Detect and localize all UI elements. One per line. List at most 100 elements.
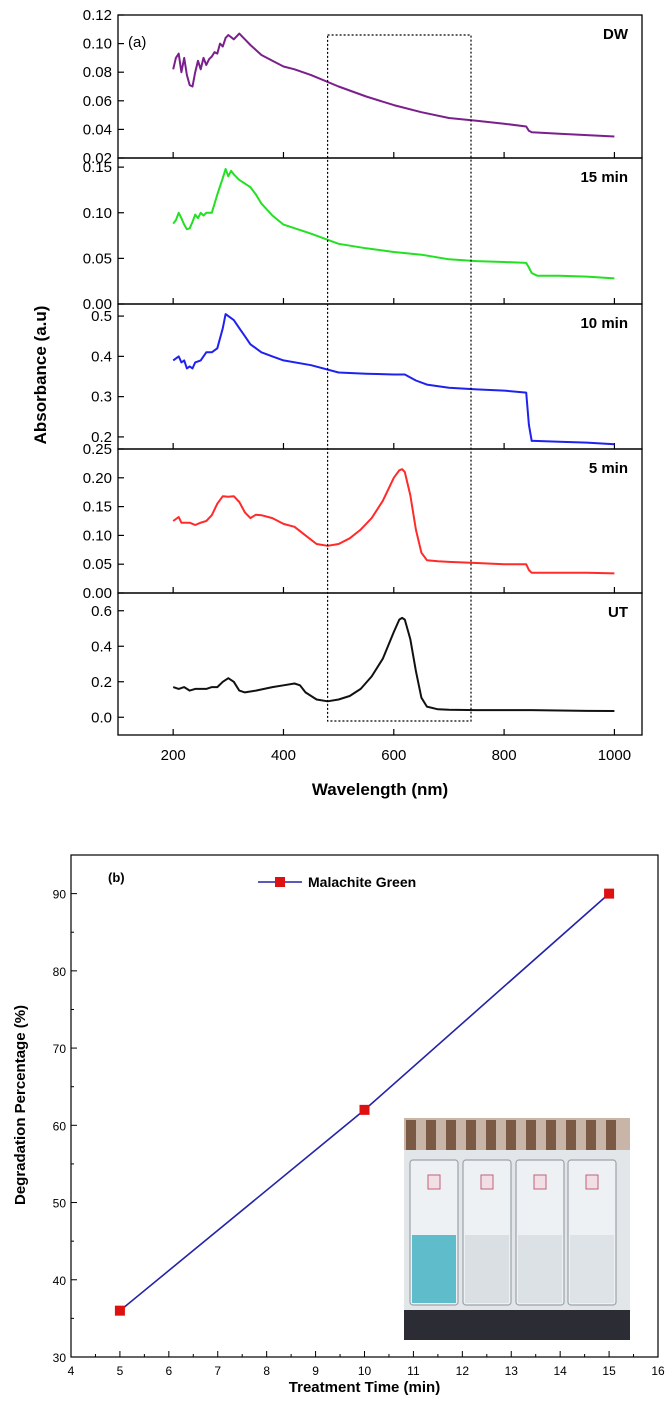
x-axis-label: Wavelength (nm) [312, 780, 448, 799]
y-tick-label: 0.2 [91, 429, 112, 446]
y-tick-label: 0.04 [83, 121, 112, 138]
x-tick-label: 15 [602, 1364, 616, 1378]
beaker-untreated-liquid [412, 1235, 456, 1303]
series-line-5-min [172, 468, 615, 575]
photo-slat [606, 1120, 616, 1150]
photo-slat [486, 1120, 496, 1150]
series-line-10-min [172, 313, 615, 446]
highlight-box [327, 34, 472, 722]
y-tick-label: 80 [53, 965, 67, 979]
photo-slat [546, 1120, 556, 1150]
photo-slat [406, 1120, 416, 1150]
panel-frame-2 [117, 303, 643, 450]
chart-a: 0.02 0.04 0.06 0.08 0.10 0.12 DW 0.00 0.05 0.10 0.… [31, 7, 643, 799]
y-tick-label: 0.15 [83, 499, 112, 516]
series-label: 15 min [580, 169, 628, 186]
beaker-15min-liquid [570, 1235, 614, 1303]
y-tick-label: 0.4 [91, 348, 112, 365]
y-tick-label: 90 [53, 888, 67, 902]
beaker-5min-label-tag [480, 1174, 494, 1190]
x-axis-label: Treatment Time (min) [289, 1379, 440, 1396]
x-tick-label: 200 [161, 747, 186, 764]
y-tick-label: 0.10 [83, 205, 112, 222]
x-tick-label: 13 [505, 1364, 519, 1378]
photo-slat [446, 1120, 456, 1150]
x-tick-label: 10 [358, 1364, 372, 1378]
y-tick-label: 60 [53, 1119, 67, 1133]
y-tick-label: 0.02 [83, 150, 112, 167]
x-tick-label: 400 [271, 747, 296, 764]
panel-frame-4 [117, 592, 643, 736]
data-point [114, 1305, 125, 1316]
photo-slat [506, 1120, 516, 1150]
beaker-untreated-label-tag [427, 1174, 441, 1190]
panel-frame-0 [117, 14, 643, 159]
photo-slat [426, 1120, 436, 1150]
y-tick-label: 0.05 [83, 250, 112, 267]
x-tick-label: 5 [117, 1364, 124, 1378]
photo-slat [586, 1120, 596, 1150]
y-tick-label: 0.08 [83, 64, 112, 81]
beaker-15min-label-tag [585, 1174, 599, 1190]
y-axis-label: Degradation Percentage (%) [12, 1005, 29, 1205]
y-axis-label: Absorbance (a.u) [31, 306, 50, 445]
panel-label: (b) [108, 870, 125, 885]
inset-photo [404, 1118, 630, 1340]
photo-base [404, 1310, 630, 1340]
series-line-15-min [172, 168, 615, 280]
y-tick-label: 40 [53, 1274, 67, 1288]
data-point [359, 1104, 370, 1115]
y-tick-label: 50 [53, 1197, 67, 1211]
x-tick-label: 7 [214, 1364, 221, 1378]
legend-label: Malachite Green [308, 874, 416, 890]
series-label: UT [608, 604, 628, 621]
x-tick-label: 8 [263, 1364, 270, 1378]
data-point [604, 888, 615, 899]
y-tick-label: 0.5 [91, 308, 112, 325]
y-tick-label: 0.2 [91, 674, 112, 691]
y-tick-label: 70 [53, 1042, 67, 1056]
beaker-10min-liquid [518, 1235, 562, 1303]
x-tick-label: 14 [553, 1364, 567, 1378]
x-tick-label: 6 [165, 1364, 172, 1378]
y-tick-label: 0.6 [91, 603, 112, 620]
x-tick-label: 600 [381, 747, 406, 764]
y-tick-label: 30 [53, 1351, 67, 1365]
y-tick-label: 0.00 [83, 585, 112, 602]
series-label: DW [603, 26, 629, 43]
y-tick-label: 0.3 [91, 389, 112, 406]
photo-slat [566, 1120, 576, 1150]
beaker-5min-liquid [465, 1235, 509, 1303]
y-tick-label: 0.4 [91, 638, 112, 655]
x-tick-label: 12 [456, 1364, 470, 1378]
y-tick-label: 0.06 [83, 93, 112, 110]
x-tick-label: 9 [312, 1364, 319, 1378]
panel-frame-3 [117, 448, 643, 594]
series-line-DW [172, 32, 615, 138]
series-line-UT [172, 616, 615, 712]
x-tick-label: 1000 [598, 747, 631, 764]
photo-slat [526, 1120, 536, 1150]
y-tick-label: 0.15 [83, 159, 112, 176]
y-tick-label: 0.20 [83, 470, 112, 487]
panel-label: (a) [128, 34, 146, 51]
y-tick-label: 0.10 [83, 36, 112, 53]
y-tick-label: 0.00 [83, 296, 112, 313]
x-tick-label: 16 [651, 1364, 665, 1378]
x-tick-label: 800 [492, 747, 517, 764]
y-tick-label: 0.25 [83, 441, 112, 458]
series-label: 10 min [580, 315, 628, 332]
photo-slat [466, 1120, 476, 1150]
y-tick-label: 0.10 [83, 527, 112, 544]
x-tick-label: 4 [68, 1364, 75, 1378]
y-tick-label: 0.0 [91, 709, 112, 726]
series-label: 5 min [589, 460, 628, 477]
y-tick-label: 0.05 [83, 556, 112, 573]
legend-marker [275, 877, 285, 887]
chart-b: 4 5 6 7 8 9 10 11 12 13 14 15 16 30 40 50 60 70 80 90 (b) Mal… [12, 854, 665, 1396]
panel-frame-1 [117, 157, 643, 305]
x-tick-label: 11 [407, 1364, 420, 1378]
beaker-10min-label-tag [533, 1174, 547, 1190]
y-tick-label: 0.12 [83, 7, 112, 24]
